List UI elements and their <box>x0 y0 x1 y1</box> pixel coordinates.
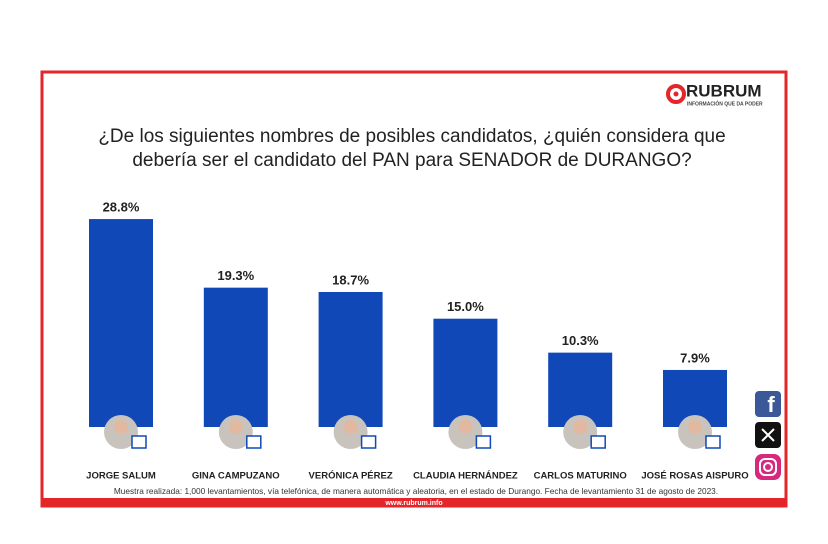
category-label: GINA CAMPUZANO <box>192 471 280 482</box>
value-label: 18.7% <box>332 272 369 287</box>
candidate-face <box>114 420 128 434</box>
value-label: 10.3% <box>562 333 599 348</box>
value-label: 19.3% <box>217 268 254 283</box>
note: Muestra realizada: 1,000 levantamientos,… <box>114 486 718 496</box>
bar <box>548 352 613 427</box>
category-label: JOSÉ ROSAS AISPURO <box>641 471 748 482</box>
value-label: 28.8% <box>103 200 140 215</box>
social-icons: f <box>755 391 781 480</box>
tagline: INFORMACIÓN QUE DA PODER <box>687 99 763 107</box>
category-label: CARLOS MATURINO <box>534 471 627 482</box>
website: www.rubrum.info <box>384 500 442 507</box>
value-label: 7.9% <box>680 350 710 365</box>
chart-title: ¿De los siguientes nombres de posibles c… <box>98 126 725 147</box>
category-label: JORGE SALUM <box>86 471 156 482</box>
candidate-face <box>573 420 588 434</box>
candidate-face <box>458 420 473 434</box>
logo: RUBRUM INFORMACIÓN QUE DA PODER <box>666 81 763 107</box>
candidate-face <box>688 420 702 434</box>
chart-title: debería ser el candidato del PAN para SE… <box>132 150 691 171</box>
party-badge <box>590 435 606 449</box>
footer-strip <box>42 498 786 507</box>
svg-text:f: f <box>767 392 775 417</box>
value-label: 15.0% <box>447 299 484 314</box>
party-badge <box>705 435 721 449</box>
party-badge <box>131 435 147 449</box>
bar <box>89 219 153 427</box>
bar <box>203 287 268 427</box>
candidate-face <box>343 420 358 434</box>
party-badge <box>246 435 262 449</box>
frame <box>40 70 788 508</box>
bar <box>433 318 498 427</box>
category-label: CLAUDIA HERNÁNDEZ <box>413 471 518 482</box>
brand: RUBRUM <box>686 81 762 100</box>
bar <box>318 291 383 427</box>
party-badge <box>475 435 492 449</box>
party-badge <box>360 435 377 449</box>
category-label: VERÓNICA PÉREZ <box>309 470 393 482</box>
candidate-face <box>228 420 243 434</box>
